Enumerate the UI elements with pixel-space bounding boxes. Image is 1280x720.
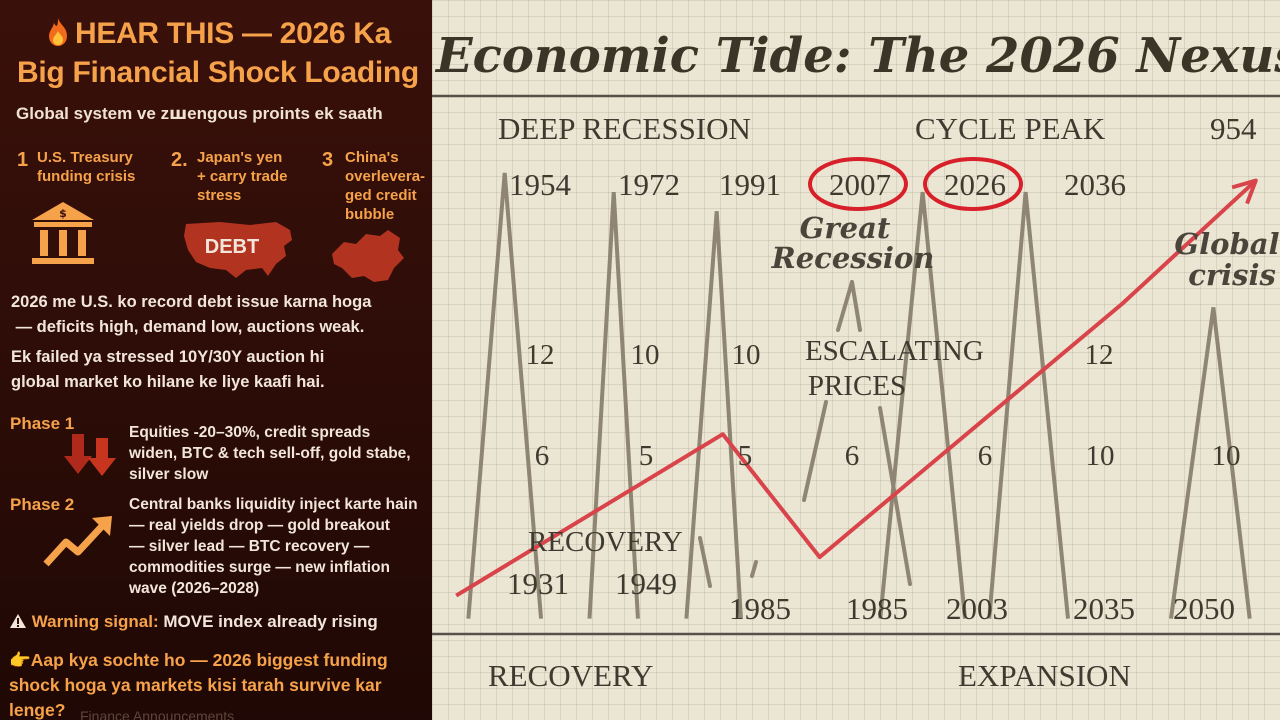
top-year-1954: 1954 [509, 167, 572, 202]
infographic-panel: HEAR THIS — 2026 Ka Big Financial Shock … [0, 0, 432, 720]
phase-label-cycle-peak: CYCLE PEAK [915, 111, 1106, 146]
cta-question: Aap kya sochte ho — 2026 biggest funding… [9, 650, 388, 720]
bottom-year-2035: 2035 [1073, 591, 1135, 626]
wave-stroke-b [850, 280, 862, 332]
annotation-escalating-line1: ESCALATING [805, 335, 984, 367]
circle-highlight-2007 [808, 157, 908, 211]
top-year-1991: 1991 [719, 167, 781, 202]
wave-number-5b: 5 [738, 440, 753, 472]
phase-1-text: Equities -20–30%, credit spreads widen, … [129, 424, 411, 483]
footer-label-recovery: RECOVERY [488, 658, 653, 693]
bottom-year-2003: 2003 [946, 591, 1008, 626]
warning-icon [9, 613, 27, 634]
annotation-escalating-line2: PRICES [808, 370, 906, 402]
trend-series [455, 178, 1258, 598]
headline-line-1: HEAR THIS — 2026 Ka [6, 17, 430, 51]
warning-label: Warning signal: [31, 612, 159, 631]
warning-row: Warning signal: MOVE index already risin… [9, 612, 378, 634]
china-map-icon [332, 230, 404, 282]
chart-panel: Economic Tide: The 2026 Nexus DEEP RECES… [432, 0, 1280, 720]
wave-number-10d: 10 [1212, 440, 1241, 472]
down-arrows-icon [64, 434, 116, 476]
annotation-great-recession-line2: Recession [771, 241, 935, 275]
wave-number-5a: 5 [639, 440, 654, 472]
wave-stroke-a [836, 280, 854, 332]
wave-number-6b: 6 [845, 440, 860, 472]
subtitle: Global system ve zꟺengous proints ek saa… [16, 104, 383, 123]
wave-triangle-4 [878, 191, 968, 619]
wave-lines [466, 172, 1252, 619]
wave-triangle-1 [466, 172, 544, 619]
point-1-number: 1 [17, 149, 29, 171]
bottom-year-1931: 1931 [507, 566, 569, 601]
point-1-text: U.S. Treasury funding crisis [37, 149, 136, 185]
phase-1-label: Phase 1 [10, 414, 75, 433]
annotation-global-crisis-line2: crisis [1188, 258, 1276, 292]
top-year-2036: 2036 [1064, 167, 1126, 202]
wave-triangle-6 [1168, 307, 1252, 619]
phase-2-label: Phase 2 [10, 495, 75, 514]
headline-line-2: Big Financial Shock Loading [17, 56, 419, 89]
chart-title: Economic Tide: The 2026 Nexus [434, 28, 1280, 84]
wave-number-6a: 6 [535, 440, 550, 472]
annotation-global-crisis-line1: Global [1174, 227, 1279, 261]
cta-question-row: 👉Aap kya sochte ho — 2026 biggest fundin… [9, 648, 388, 720]
bottom-year-1985b: 1985 [846, 591, 908, 626]
phase-label-954: 954 [1210, 111, 1257, 146]
wave-number-10b: 10 [732, 339, 761, 371]
chart-frame [432, 94, 1280, 636]
pointing-hand-icon: 👉 [9, 650, 31, 670]
annotation-escalating-prices: ESCALATING PRICES [805, 335, 991, 402]
annotation-global-crisis: Global crisis [1174, 227, 1280, 292]
wave-stroke-c [802, 400, 828, 502]
point-2-number: 2. [171, 149, 188, 171]
watermark-text: Finance Announcements [80, 708, 235, 720]
wave-number-6c: 6 [978, 440, 993, 472]
wave-triangle-2 [587, 191, 640, 619]
us-map-icon: DEBT [184, 222, 292, 278]
point-2-text: Japan's yen + carry trade stress [197, 149, 288, 204]
wave-number-12b: 12 [1085, 339, 1114, 371]
bottom-year-1985a: 1985 [729, 591, 791, 626]
point-3-text: China's overlevera- ged credit bubble [345, 149, 426, 223]
phase-label-deep-recession: DEEP RECESSION [498, 111, 751, 146]
svg-text:$: $ [59, 207, 67, 220]
wave-triangle-3 [684, 211, 743, 619]
wave-stroke-e [698, 536, 712, 588]
wave-number-10c: 10 [1086, 440, 1115, 472]
top-year-2007: 2007 [829, 167, 891, 202]
phase-label-recovery-mid: RECOVERY [528, 526, 683, 558]
bottom-year-1949: 1949 [615, 566, 677, 601]
wave-stroke-f [750, 560, 758, 578]
annotation-great-recession-line1: Great [800, 211, 891, 245]
circle-highlight-2026 [923, 157, 1023, 211]
headline-text-1: HEAR THIS — 2026 Ka [74, 17, 392, 50]
economic-tide-chart: Economic Tide: The 2026 Nexus DEEP RECES… [432, 28, 1280, 693]
annotation-great-recession: Great Recession [771, 211, 935, 275]
wave-number-10a: 10 [631, 339, 660, 371]
bottom-year-2050: 2050 [1173, 591, 1235, 626]
wave-number-12a: 12 [526, 339, 555, 371]
wave-triangle-5 [987, 191, 1070, 619]
bank-icon: $ [32, 202, 94, 264]
phase-2-text: Central banks liquidity inject karte hai… [129, 496, 418, 597]
top-year-1972: 1972 [618, 167, 680, 202]
debt-badge: DEBT [205, 236, 259, 258]
fire-icon [48, 18, 67, 46]
footer-label-expansion: EXPANSION [958, 658, 1131, 693]
trend-up-icon [43, 516, 112, 567]
warning-value: MOVE index already rising [163, 612, 378, 631]
paragraph-debt: 2026 me U.S. ko record debt issue karna … [11, 293, 372, 336]
paragraph-auction: Ek failed ya stressed 10Y/30Y auction hi… [11, 348, 325, 391]
top-year-2026: 2026 [944, 167, 1006, 202]
point-3-number: 3 [322, 149, 334, 171]
